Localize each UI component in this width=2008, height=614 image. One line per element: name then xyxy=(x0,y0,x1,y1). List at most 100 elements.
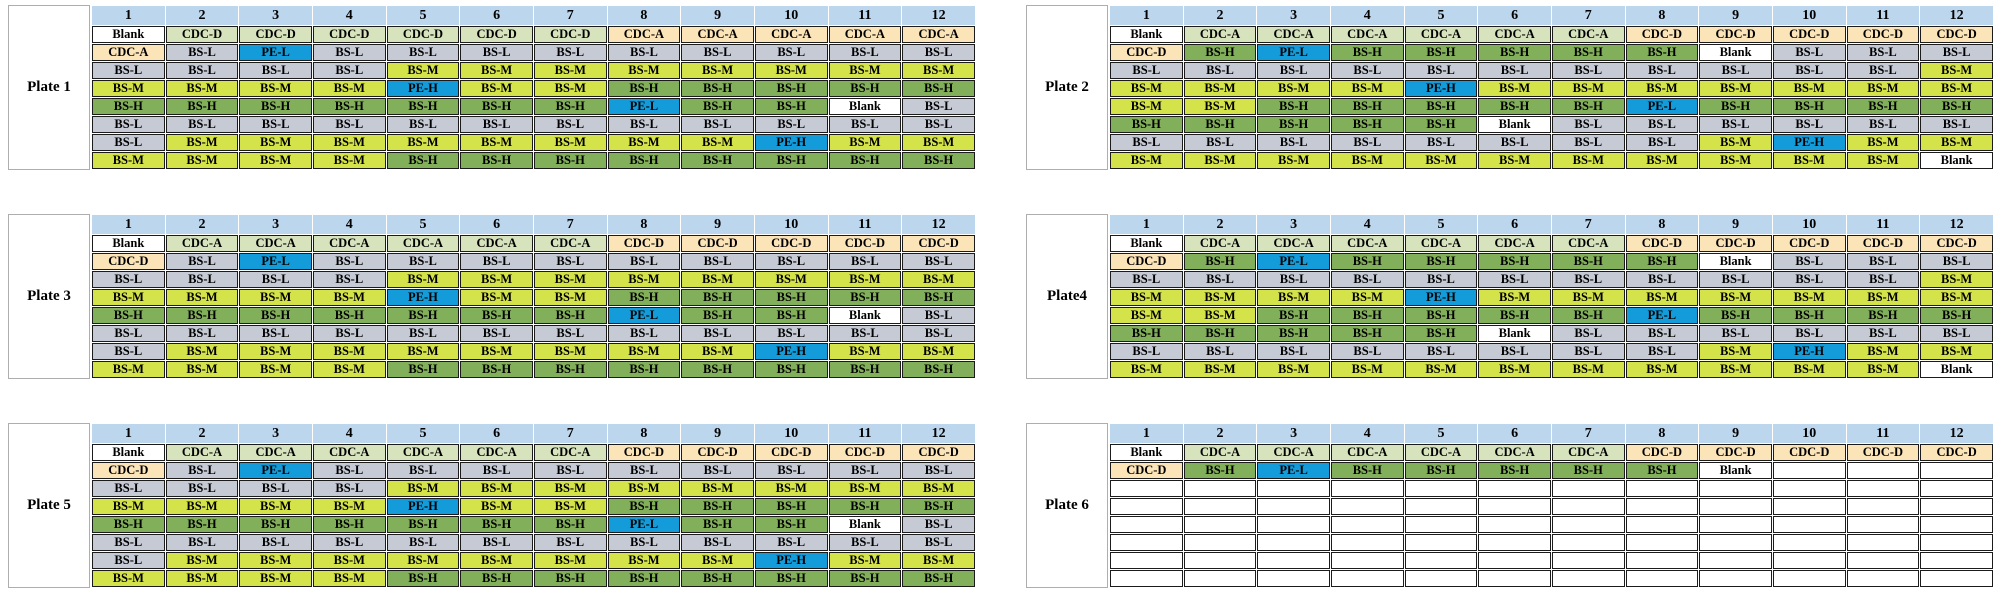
well-cell-empty xyxy=(1699,552,1772,569)
well-cell: PE-L xyxy=(607,516,681,533)
well-cell: BS-H xyxy=(681,307,754,324)
plate-row: BS-L BS-L BS-L BS-L BS-M BS-M BS-M BS-M BS-M BS-M… xyxy=(92,480,975,497)
well-cell: BS-H xyxy=(386,570,460,587)
column-number: 1 xyxy=(92,6,165,25)
column-header-row: 1 2 3 4 5 6 7 8 9 10 11 12 xyxy=(1110,215,1993,234)
well-cell-empty xyxy=(1110,570,1183,587)
well-cell: BS-H xyxy=(681,80,754,97)
well-cell: BS-L xyxy=(386,325,460,342)
column-number: 12 xyxy=(1920,215,1993,234)
column-number: 4 xyxy=(1330,6,1404,25)
plate-row: BS-H BS-H BS-H BS-H BS-H BS-H BS-H PE-L BS-H BS-H… xyxy=(92,98,975,115)
well-cell: BS-H xyxy=(828,361,902,378)
well-cell: BS-M xyxy=(1257,152,1330,169)
well-cell: PE-H xyxy=(386,498,460,515)
well-cell: BS-H xyxy=(1257,98,1330,115)
well-cell: BS-L xyxy=(312,44,386,61)
well-cell: CDC-D xyxy=(754,444,828,461)
well-cell: PE-L xyxy=(1625,98,1699,115)
well-cell: BS-M xyxy=(681,552,754,569)
column-number: 4 xyxy=(312,6,386,25)
well-cell: CDC-D xyxy=(386,26,460,43)
well-cell: BS-L xyxy=(1920,253,1993,270)
well-cell: BS-L xyxy=(1478,271,1551,288)
column-number: 9 xyxy=(1699,6,1772,25)
well-cell: CDC-D xyxy=(1920,444,1993,461)
well-cell: BS-M xyxy=(239,343,312,360)
well-cell: BS-H xyxy=(1183,44,1257,61)
well-cell: BS-M xyxy=(386,552,460,569)
well-cell: BS-M xyxy=(1478,152,1551,169)
well-cell: BS-H xyxy=(902,361,975,378)
well-cell: BS-M xyxy=(312,570,386,587)
well-cell: BS-L xyxy=(1699,325,1772,342)
well-cell: BS-M xyxy=(607,480,681,497)
well-cell: CDC-A xyxy=(533,235,607,252)
well-cell: BS-H xyxy=(533,98,607,115)
column-number: 8 xyxy=(1625,215,1699,234)
well-cell: BS-H xyxy=(1478,44,1551,61)
well-cell: BS-H xyxy=(1772,307,1846,324)
well-cell: CDC-D xyxy=(1699,26,1772,43)
well-cell: BS-L xyxy=(1625,325,1699,342)
well-cell: BS-L xyxy=(165,271,239,288)
well-cell: BS-H xyxy=(312,516,386,533)
plate-row xyxy=(1110,534,1993,551)
well-cell: CDC-D xyxy=(902,235,975,252)
well-cell: BS-H xyxy=(460,570,533,587)
well-cell-empty xyxy=(1772,552,1846,569)
well-cell-empty xyxy=(1257,570,1330,587)
well-cell-empty xyxy=(1625,552,1699,569)
well-cell: BS-L xyxy=(239,325,312,342)
well-cell-empty xyxy=(1920,480,1993,497)
well-cell: BS-L xyxy=(1478,343,1551,360)
plate-row: BS-L BS-L BS-L BS-L BS-L BS-L BS-L BS-L BS-L BS-L… xyxy=(92,116,975,133)
well-cell: BS-L xyxy=(386,253,460,270)
well-cell: BS-M xyxy=(902,343,975,360)
well-cell: BS-H xyxy=(1920,307,1993,324)
well-cell: CDC-A xyxy=(1478,26,1551,43)
well-cell: CDC-D xyxy=(92,462,165,479)
column-number: 6 xyxy=(1478,215,1551,234)
plate-label: Plate 3 xyxy=(8,214,90,379)
well-cell: BS-H xyxy=(460,361,533,378)
well-cell: BS-M xyxy=(1257,80,1330,97)
well-cell-empty xyxy=(1183,552,1257,569)
column-number: 1 xyxy=(92,424,165,443)
plate-table: 1 2 3 4 5 6 7 8 9 10 11 12 Blank CDC-A CDC-A CDC-A CDC-A… xyxy=(91,423,976,588)
well-cell: BS-M xyxy=(1183,307,1257,324)
well-cell: CDC-D xyxy=(312,26,386,43)
well-cell: BS-H xyxy=(1330,462,1404,479)
well-cell: BS-L xyxy=(902,98,975,115)
well-cell: BS-M xyxy=(902,134,975,151)
well-cell: BS-M xyxy=(1183,80,1257,97)
well-cell: BS-H xyxy=(1330,44,1404,61)
well-cell: BS-L xyxy=(1404,271,1478,288)
well-cell: CDC-A xyxy=(1330,444,1404,461)
well-cell: BS-H xyxy=(828,498,902,515)
well-cell: BS-L xyxy=(1772,271,1846,288)
well-cell: BS-M xyxy=(312,80,386,97)
well-cell: BS-H xyxy=(1625,44,1699,61)
well-cell: BS-L xyxy=(1551,116,1625,133)
well-cell: CDC-D xyxy=(1625,26,1699,43)
well-cell: BS-L xyxy=(386,462,460,479)
well-cell: CDC-D xyxy=(1699,235,1772,252)
well-cell-empty xyxy=(1257,516,1330,533)
well-cell: BS-L xyxy=(754,325,828,342)
well-cell-empty xyxy=(1478,570,1551,587)
column-number: 1 xyxy=(1110,424,1183,443)
well-cell-empty xyxy=(1404,534,1478,551)
well-cell-empty xyxy=(1110,498,1183,515)
well-cell: BS-L xyxy=(1551,134,1625,151)
column-number: 3 xyxy=(239,424,312,443)
plate-label: Plate 6 xyxy=(1026,423,1108,588)
well-cell-empty xyxy=(1551,480,1625,497)
well-cell: BS-M xyxy=(239,361,312,378)
well-cell: BS-M xyxy=(1846,289,1920,306)
well-cell: BS-M xyxy=(165,152,239,169)
well-cell: BS-L xyxy=(1551,271,1625,288)
well-cell: BS-H xyxy=(681,570,754,587)
well-cell: CDC-D xyxy=(1920,235,1993,252)
well-cell-empty xyxy=(1625,534,1699,551)
